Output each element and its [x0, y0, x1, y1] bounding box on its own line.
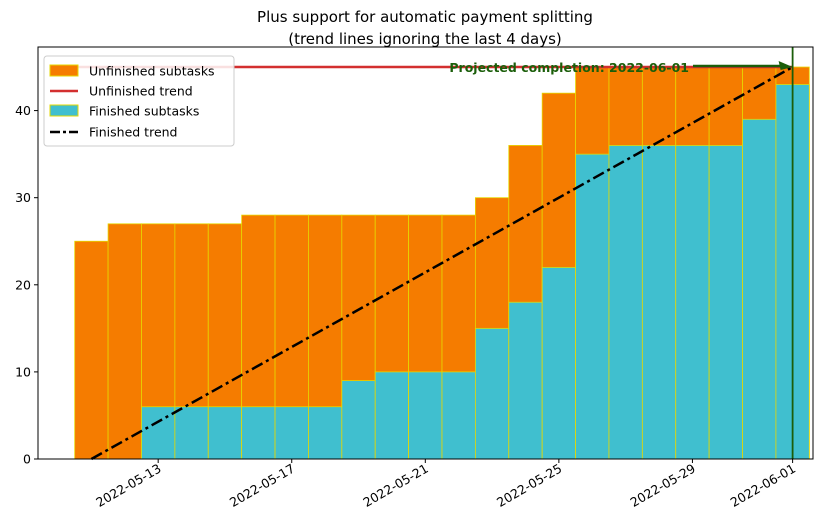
- projection-annotation: Projected completion: 2022-06-01: [449, 47, 794, 459]
- legend-swatch: [49, 64, 79, 77]
- finished-bar: [742, 118, 777, 460]
- y-tick-label: 10: [15, 364, 31, 379]
- chart-subtitle: (trend lines ignoring the last 4 days): [288, 30, 562, 48]
- chart-title: Plus support for automatic payment split…: [257, 8, 593, 26]
- x-tick-label: 2022-05-17: [227, 461, 297, 510]
- legend: Unfinished subtasks Unfinished trend Finis…: [43, 55, 235, 147]
- finished-bar: [207, 406, 243, 460]
- x-tick-label: 2022-05-25: [494, 461, 564, 510]
- finished-bar: [241, 406, 276, 460]
- unfinished-bar: [107, 223, 142, 460]
- legend-label: Unfinished trend: [89, 84, 193, 99]
- legend-label: Finished trend: [89, 125, 178, 140]
- x-axis: 2022-05-13 2022-05-17 2022-05-21 2022-05-25…: [93, 459, 798, 510]
- projection-arrow-head: [778, 61, 793, 71]
- projected-completion-label: Projected completion: 2022-06-01: [449, 60, 689, 75]
- y-axis: 0 10 20 30 40: [15, 103, 38, 467]
- unfinished-bar: [74, 240, 109, 460]
- legend-swatch: [49, 104, 79, 117]
- finished-trend-line: [90, 65, 794, 461]
- finished-bar: [575, 153, 610, 460]
- finished-bar: [608, 145, 643, 460]
- finished-bar: [274, 406, 309, 460]
- y-tick-label: 40: [15, 103, 31, 118]
- finished-bars: [141, 84, 810, 460]
- finished-bar: [508, 301, 543, 460]
- finished-bar: [675, 145, 710, 460]
- finished-bar: [441, 371, 476, 460]
- legend-label: Unfinished subtasks: [89, 64, 215, 79]
- x-tick-label: 2022-05-21: [360, 461, 430, 510]
- y-tick-label: 20: [15, 277, 31, 292]
- finished-bar: [408, 371, 443, 460]
- finished-bar: [341, 380, 376, 460]
- finished-bar: [308, 406, 343, 460]
- x-tick-label: 2022-05-29: [628, 461, 698, 510]
- finished-bar: [374, 371, 410, 460]
- finished-bar: [474, 327, 510, 460]
- y-tick-label: 0: [23, 452, 31, 467]
- x-tick-label: 2022-06-01: [728, 461, 798, 510]
- finished-bar: [541, 266, 576, 460]
- legend-box: [43, 55, 235, 147]
- finished-bar: [174, 406, 209, 460]
- legend-label: Finished subtasks: [89, 104, 199, 119]
- finished-bar: [641, 145, 677, 460]
- x-tick-label: 2022-05-13: [93, 461, 163, 510]
- y-tick-label: 30: [15, 190, 31, 205]
- finished-bar: [141, 406, 176, 460]
- finished-bar: [708, 145, 743, 460]
